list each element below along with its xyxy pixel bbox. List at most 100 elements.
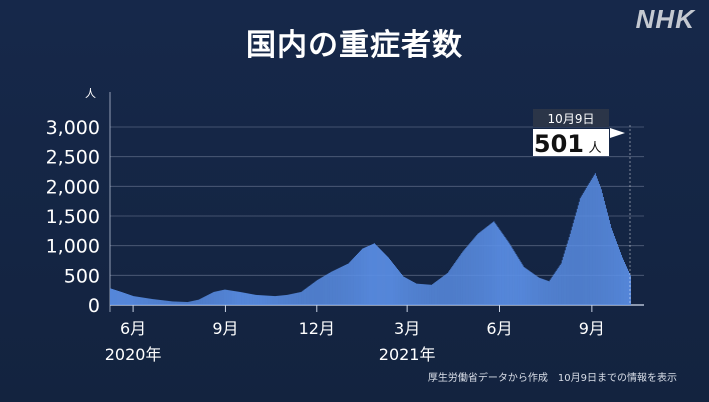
data-bar (626, 268, 628, 305)
data-bar (589, 181, 591, 305)
y-tick-label: 500 (64, 265, 100, 287)
data-bar (291, 293, 293, 305)
data-bar (247, 293, 249, 305)
data-bar (182, 301, 184, 305)
data-bar (401, 273, 403, 305)
data-bar (139, 297, 141, 305)
data-bar (268, 295, 270, 305)
data-bar (170, 301, 172, 305)
data-bar (554, 272, 556, 305)
data-bar (541, 278, 543, 305)
data-bar (222, 290, 224, 305)
data-bar (203, 297, 205, 305)
data-bar (327, 273, 329, 305)
data-bar (235, 291, 237, 305)
data-bar (156, 299, 158, 305)
data-bar (572, 223, 574, 305)
data-bar (245, 293, 247, 305)
data-bar (521, 263, 523, 305)
data-bar (404, 277, 406, 305)
data-bar (137, 296, 139, 305)
data-bar (183, 301, 185, 305)
data-bar (128, 294, 129, 305)
data-bar (325, 274, 327, 305)
data-bar (405, 277, 407, 305)
data-bar (114, 289, 115, 305)
data-bar (523, 267, 525, 305)
data-bar (352, 258, 354, 305)
data-bar (234, 291, 236, 305)
data-bar (504, 237, 506, 305)
data-bar (280, 295, 282, 305)
data-bar (471, 240, 473, 305)
data-bar (464, 249, 466, 305)
data-bar (290, 294, 292, 305)
data-bar (549, 279, 551, 305)
data-bar (617, 246, 619, 305)
data-bar (123, 292, 124, 305)
data-bar (167, 300, 169, 305)
data-bar (428, 284, 430, 305)
data-bar (543, 279, 545, 305)
data-bar (306, 287, 308, 305)
data-bar (430, 284, 432, 305)
data-bar (552, 275, 554, 305)
data-bar (520, 262, 522, 305)
data-bar (478, 233, 480, 305)
data-bar (492, 222, 494, 305)
data-bar (151, 298, 153, 305)
data-bar (462, 251, 464, 305)
y-tick-label: 2,500 (46, 147, 100, 169)
data-bar (289, 294, 291, 305)
data-bar (397, 268, 399, 305)
data-bar (469, 243, 471, 305)
data-bar (627, 270, 629, 305)
data-bar (328, 272, 330, 305)
data-bar (221, 290, 223, 305)
data-bar (265, 295, 267, 305)
data-bar (111, 288, 112, 305)
data-bar (320, 277, 322, 305)
data-bar (152, 299, 154, 305)
data-bar (208, 294, 210, 305)
source-note: 厚生労働省データから作成 10月9日までの情報を表示 (427, 373, 677, 384)
data-bar (334, 269, 336, 305)
data-bar (386, 255, 387, 305)
data-bar (598, 183, 600, 305)
data-bar (493, 221, 495, 305)
callout-unit: 人 (588, 141, 601, 156)
data-bar (188, 301, 190, 305)
data-bar (548, 281, 550, 305)
data-bar (155, 299, 157, 305)
data-bar (312, 283, 314, 305)
data-bar (279, 295, 281, 305)
data-bar (113, 289, 114, 305)
data-bar (246, 293, 248, 305)
data-bar (264, 295, 266, 305)
data-bar (315, 280, 317, 305)
data-bar (303, 289, 305, 305)
data-bar (374, 243, 375, 305)
nhk-logo: NHK (635, 4, 695, 34)
data-bar (271, 295, 273, 305)
data-bar (239, 291, 241, 305)
data-bar (519, 260, 521, 305)
data-bar (340, 266, 342, 305)
data-bar (133, 296, 135, 305)
data-bar (274, 296, 276, 305)
data-bar (387, 256, 388, 305)
data-bar (293, 293, 295, 305)
data-bar (228, 290, 230, 305)
data-bar (140, 297, 142, 305)
data-bar (286, 294, 288, 305)
data-bar (439, 278, 441, 305)
data-bar (278, 295, 280, 305)
data-bar (307, 286, 309, 305)
data-bar (603, 200, 605, 305)
data-bar (285, 295, 287, 305)
data-bar (524, 267, 526, 305)
data-bar (517, 257, 519, 305)
data-bar (364, 247, 366, 305)
data-bar (488, 225, 490, 305)
data-bar (288, 294, 290, 305)
